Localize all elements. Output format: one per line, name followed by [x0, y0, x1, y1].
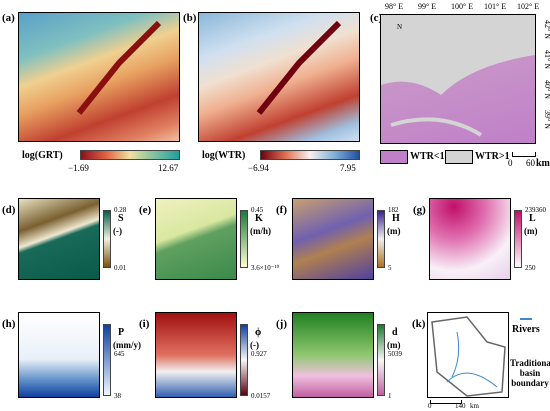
panel-label: (h) — [2, 318, 16, 330]
colorbar — [103, 324, 111, 396]
colorbar — [377, 210, 385, 268]
unit: (mm/y) — [113, 340, 141, 350]
colorbar-min: 250 — [525, 264, 536, 272]
longitude-labels: 98° E 99° E 100° E 101° E 102° E — [385, 2, 539, 14]
river — [76, 20, 162, 115]
variable: d — [392, 327, 398, 338]
panel-label: (f) — [276, 204, 287, 216]
legend-swatch — [380, 150, 408, 164]
north-arrow: N — [397, 23, 403, 31]
map — [155, 312, 237, 398]
scale-bar — [430, 400, 462, 404]
colorbar-min: 3.6×10⁻¹⁰ — [251, 264, 280, 272]
scale-label: 60 — [526, 158, 535, 168]
map-b — [198, 12, 360, 142]
scale-label: 0 — [508, 158, 513, 168]
variable: K — [255, 213, 263, 224]
map — [292, 312, 374, 398]
legend-label: WTR>1 — [475, 151, 510, 162]
panel-label: (j) — [276, 318, 287, 330]
colorbar — [240, 210, 248, 268]
colorbar — [514, 210, 522, 268]
colorbar — [260, 150, 360, 160]
variable: ϕ — [255, 327, 262, 338]
colorbar-max: 7.95 — [340, 163, 356, 173]
colorbar-min: 38 — [114, 392, 121, 400]
variable: L — [529, 213, 536, 224]
legend-label: WTR<1 — [410, 151, 445, 162]
panel-label: (i) — [139, 318, 150, 330]
latitude-labels: 42° N 41° N 40° N 39° N — [538, 20, 550, 145]
scale-unit: km — [536, 158, 550, 169]
colorbar-max: 0.45 — [251, 206, 264, 214]
latitude-label: 40° N — [542, 80, 550, 99]
colorbar-min: −1.69 — [68, 163, 89, 173]
map-a — [18, 12, 180, 142]
variable: H — [392, 213, 400, 224]
legend-label: Rivers — [512, 324, 540, 335]
scale-unit: km — [470, 402, 479, 410]
colorbar — [377, 324, 385, 396]
colorbar-max: 0.927 — [251, 350, 267, 358]
unit: (m) — [524, 226, 538, 236]
colorbar-min: 0.01 — [114, 264, 127, 272]
variable: S — [118, 213, 124, 224]
longitude-label: 101° E — [484, 2, 507, 11]
map — [18, 198, 100, 280]
panel-label: (b) — [183, 12, 197, 24]
colorbar — [80, 150, 180, 160]
panel-label: (k) — [412, 318, 426, 330]
colorbar-min: 5 — [388, 264, 392, 272]
unit: (m) — [387, 340, 401, 350]
colorbar-max: 645 — [114, 350, 125, 358]
panel-label: (e) — [139, 204, 152, 216]
panel-label: (g) — [413, 204, 426, 216]
map — [18, 312, 100, 398]
longitude-label: 102° E — [517, 2, 540, 11]
scale-label: 140 — [455, 402, 466, 410]
map-k — [427, 312, 509, 398]
unit: (m) — [387, 226, 401, 236]
latitude-label: 42° N — [542, 20, 550, 39]
scale-bar — [512, 152, 536, 157]
legend-label: Traditional basin boundary — [510, 358, 550, 388]
scale-label: 0 — [428, 402, 432, 410]
legend-river — [520, 318, 532, 320]
map — [429, 198, 511, 280]
panel-label: (d) — [2, 204, 16, 216]
map — [155, 198, 237, 280]
colorbar-max: 12.67 — [158, 163, 179, 173]
longitude-label: 98° E — [385, 2, 404, 11]
river — [256, 20, 342, 115]
legend-swatch — [445, 150, 473, 164]
colorbar — [240, 324, 248, 396]
colorbar-title: log(WTR) — [202, 150, 246, 161]
longitude-label: 100° E — [451, 2, 474, 11]
latitude-label: 41° N — [542, 50, 550, 69]
map-shapes — [381, 15, 535, 137]
colorbar-max: 239360 — [525, 206, 546, 214]
map — [292, 198, 374, 280]
colorbar-min: −6.94 — [248, 163, 269, 173]
panel-label: (c) — [370, 12, 383, 24]
colorbar-min: 0.0157 — [251, 392, 271, 400]
colorbar-max: 182 — [388, 206, 399, 214]
unit: (-) — [113, 226, 122, 236]
unit: (-) — [250, 340, 259, 350]
colorbar-title: log(GRT) — [22, 150, 63, 161]
panel-label: (a) — [2, 12, 15, 24]
colorbar — [103, 210, 111, 268]
colorbar-min: 1 — [388, 392, 392, 400]
latitude-label: 39° N — [542, 110, 550, 129]
colorbar-max: 0.28 — [114, 206, 127, 214]
longitude-label: 99° E — [418, 2, 437, 11]
map-c: N — [380, 14, 536, 144]
colorbar-max: 5039 — [388, 350, 402, 358]
unit: (m/h) — [250, 226, 271, 236]
variable: P — [118, 327, 125, 338]
